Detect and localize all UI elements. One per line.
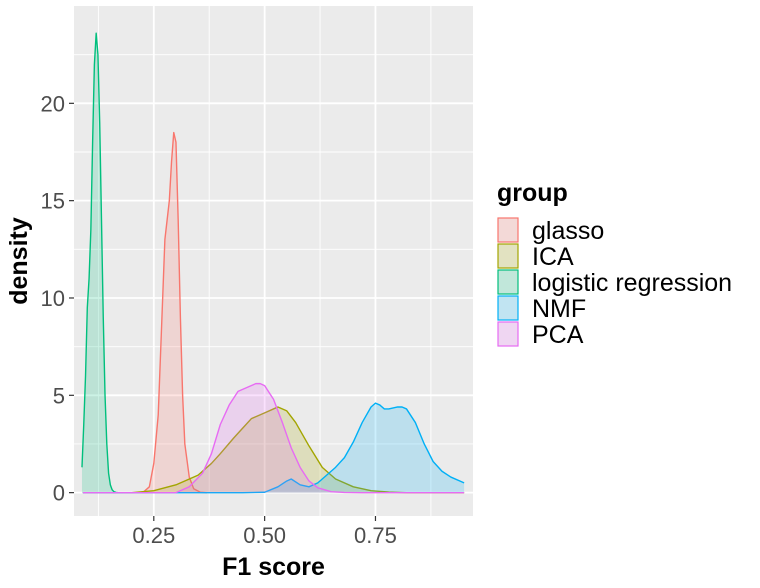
legend-label-pca: PCA bbox=[532, 321, 584, 349]
density-line-nmf bbox=[82, 402, 465, 494]
legend-key-background bbox=[498, 218, 518, 242]
density-area-nmf bbox=[82, 403, 465, 493]
legend-key-glasso bbox=[497, 217, 519, 243]
grid-lines bbox=[74, 6, 473, 516]
legend-label-nmf: NMF bbox=[532, 295, 586, 323]
density-line-glasso bbox=[142, 131, 208, 494]
density-area-logistic-regression bbox=[81, 33, 123, 493]
y-tick-label: 5 bbox=[53, 383, 65, 408]
density-line-ica bbox=[82, 406, 465, 494]
density-area-pca bbox=[82, 383, 465, 493]
y-tick-label: 10 bbox=[41, 286, 65, 311]
density-areas bbox=[81, 32, 465, 494]
x-axis-title: F1 score bbox=[222, 553, 325, 581]
legend-key-nmf bbox=[497, 295, 519, 321]
y-tick-label: 0 bbox=[53, 481, 65, 506]
legend-label-ica: ICA bbox=[532, 243, 574, 271]
y-tick-label: 20 bbox=[41, 91, 65, 116]
legend-key-pca bbox=[497, 321, 519, 347]
legend-label-logistic-regression: logistic regression bbox=[532, 269, 732, 297]
y-tick-label: 15 bbox=[41, 189, 65, 214]
legend-title: group bbox=[497, 179, 568, 207]
legend-key-background bbox=[498, 322, 518, 346]
x-tick-label: 0.75 bbox=[354, 523, 397, 548]
legend-label-glasso: glasso bbox=[532, 217, 604, 245]
legend-key-background bbox=[498, 296, 518, 320]
density-line-pca bbox=[82, 382, 465, 494]
axes: 0.25 0.50 0.75 0 5 10 15 20 bbox=[41, 91, 397, 548]
x-tick-label: 0.50 bbox=[243, 523, 286, 548]
legend-key-logistic-regression bbox=[497, 269, 519, 295]
panel-background bbox=[74, 6, 473, 516]
legend-key-background bbox=[498, 244, 518, 268]
density-line-logistic-regression bbox=[81, 32, 123, 494]
legend-key-ica bbox=[497, 243, 519, 269]
y-axis-title: density bbox=[5, 217, 33, 305]
legend-key-background bbox=[498, 270, 518, 294]
x-tick-label: 0.25 bbox=[132, 523, 175, 548]
density-area-ica bbox=[82, 406, 465, 493]
